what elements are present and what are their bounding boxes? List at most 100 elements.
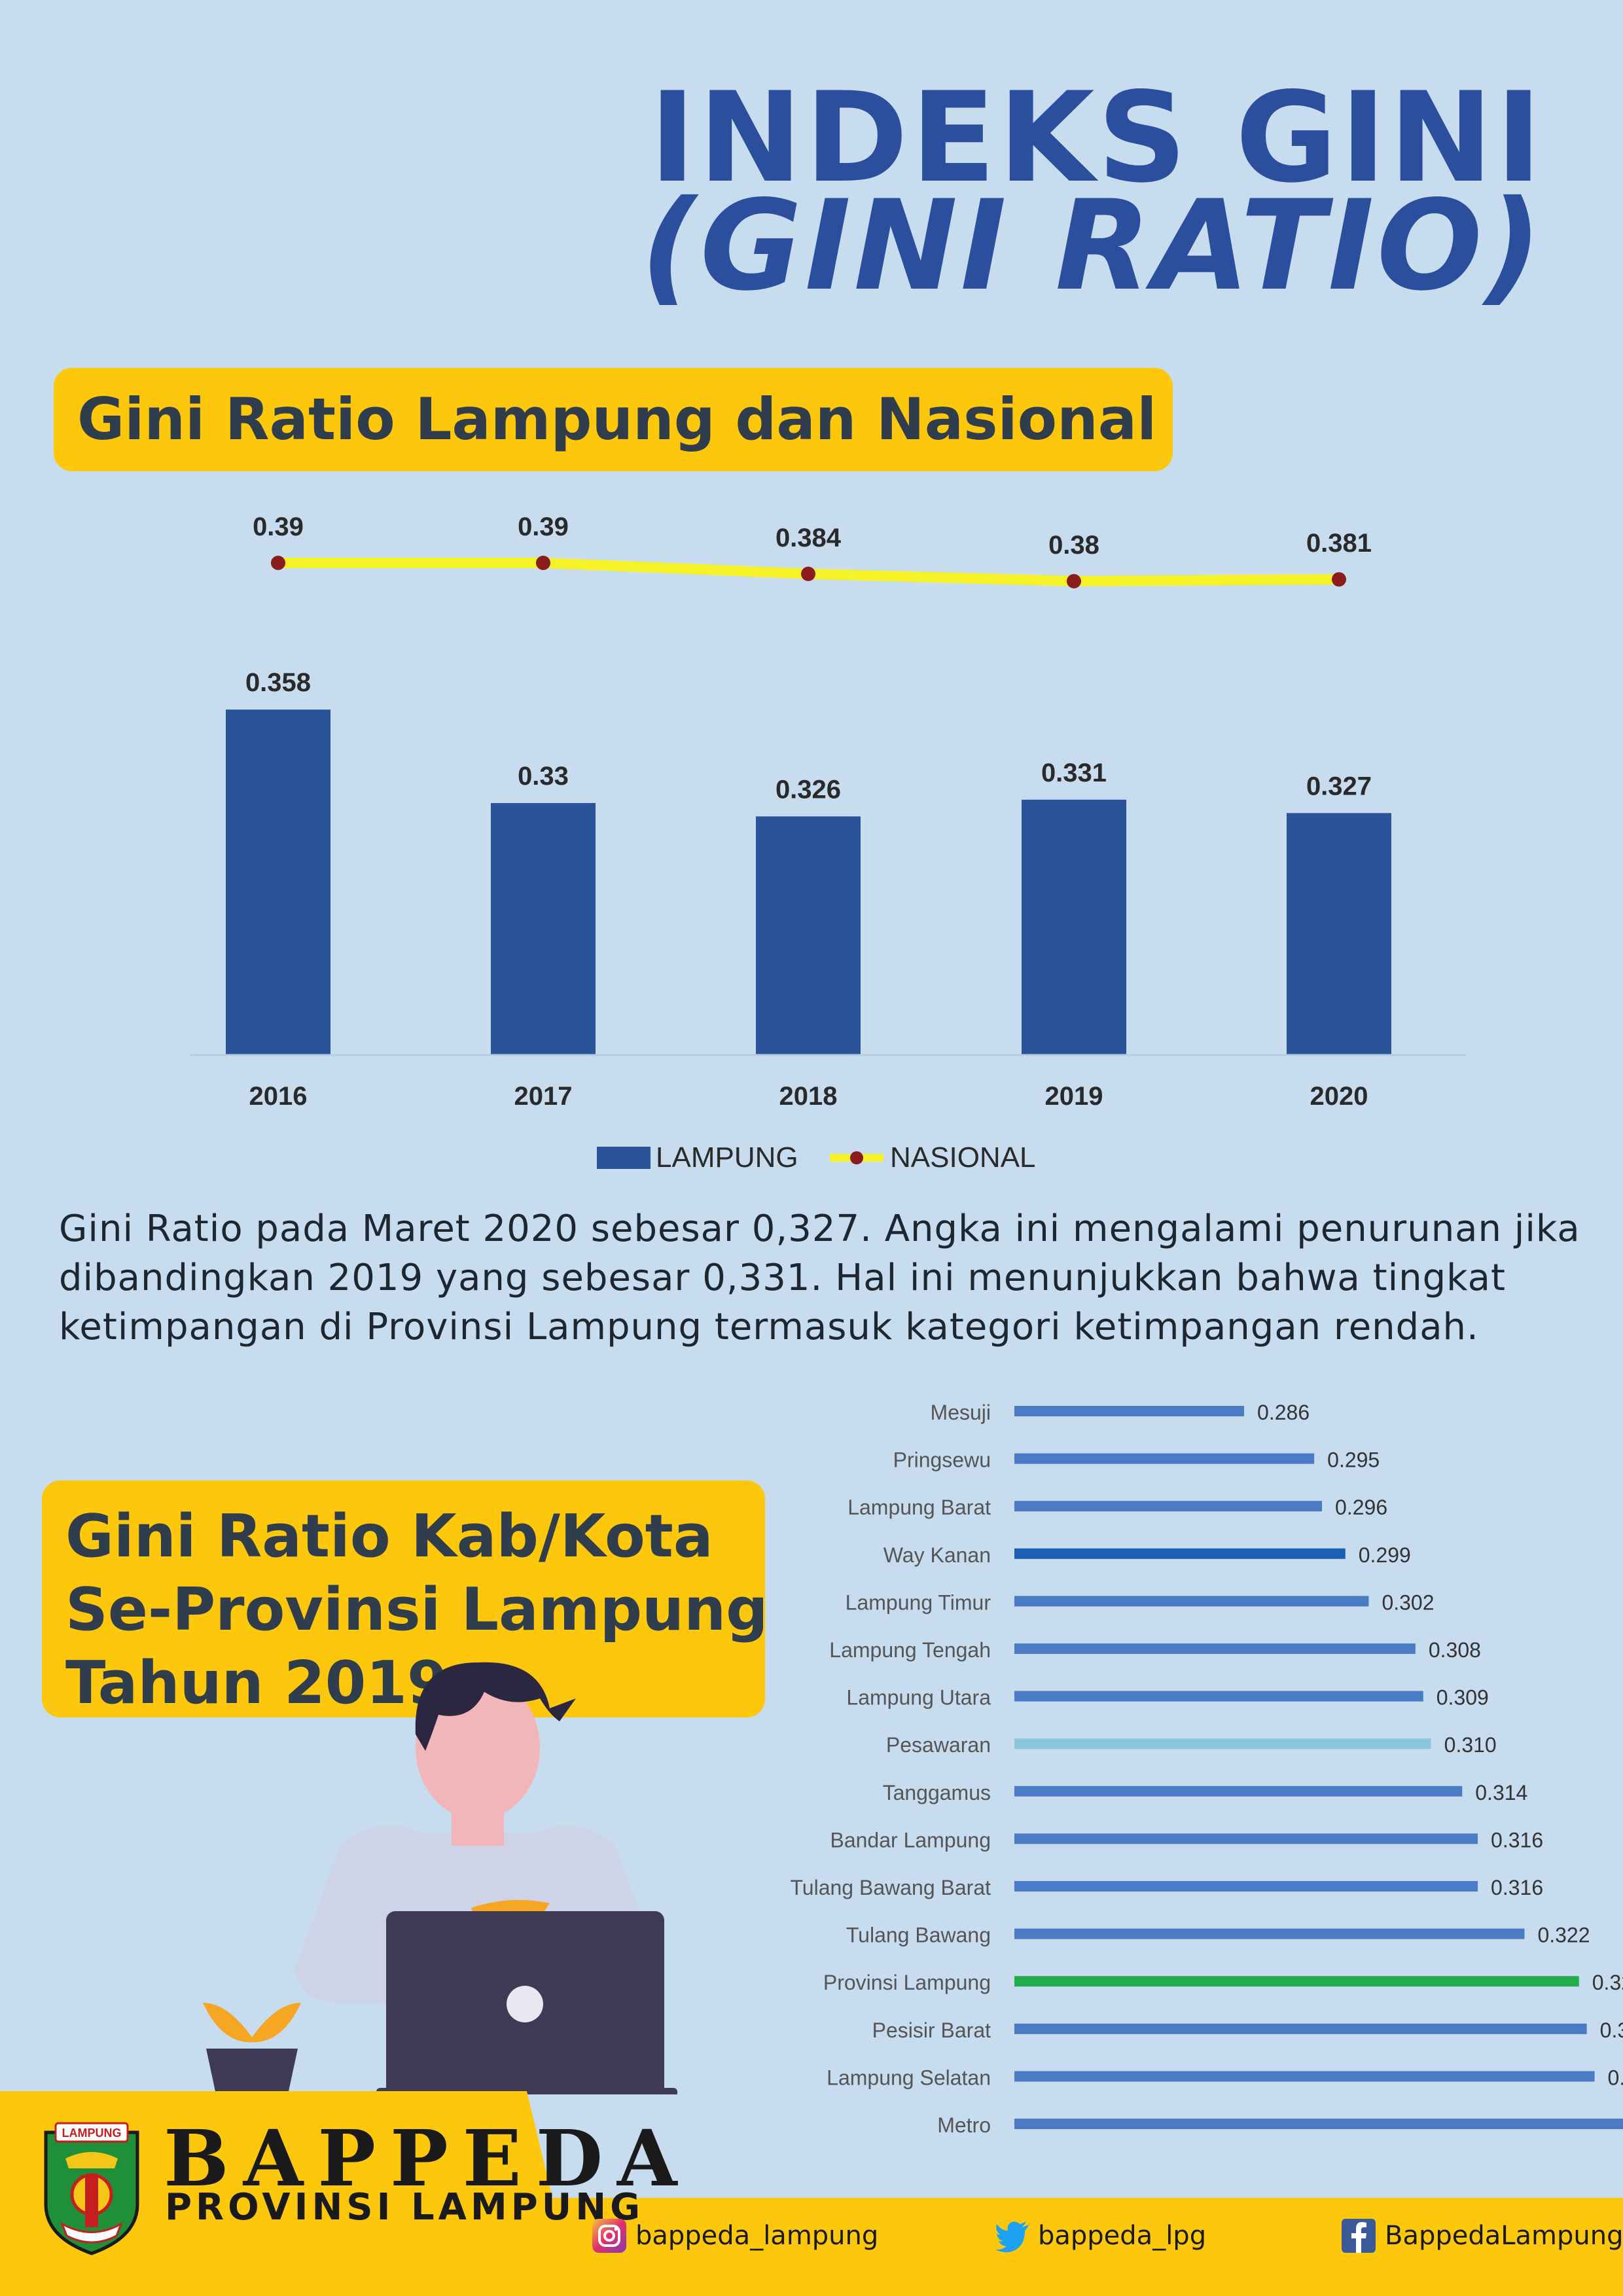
bar-kabkota-5 [1014,1643,1416,1654]
point-nasional-2020 [1332,572,1346,587]
data-label-lampung-2018: 0.326 [776,775,841,804]
value-label-kabkota-11: 0.322 [1537,1924,1590,1947]
laptop-logo [507,1986,543,2022]
category-label-6: Lampung Utara [846,1686,991,1710]
section-title-kabkota: Gini Ratio Kab/Kota Se-Provinsi Lampung … [42,1480,768,1717]
value-label-kabkota-2: 0.296 [1335,1496,1387,1519]
category-label-13: Pesisir Barat [872,2018,991,2042]
bar-kabkota-2 [1014,1501,1323,1512]
category-label-9: Bandar Lampung [830,1828,991,1852]
category-label-5: Lampung Tengah [829,1638,991,1662]
description-paragraph: Gini Ratio pada Maret 2020 sebesar 0,327… [59,1208,1580,1348]
section-title-kabkota-line1: Gini Ratio Kab/Kota [65,1502,713,1571]
data-label-nasional-2019: 0.38 [1048,531,1099,560]
data-label-lampung-2016: 0.358 [245,668,311,697]
page-title-line1: INDEKS GINI [649,65,1544,210]
value-label-kabkota-1: 0.295 [1327,1448,1380,1472]
emblem-pillar [85,2175,98,2227]
bar-kabkota-15 [1014,2119,1623,2129]
data-label-nasional-2016: 0.39 [253,512,304,541]
value-label-kabkota-6: 0.309 [1436,1686,1489,1710]
data-label-nasional-2018: 0.384 [776,524,842,552]
bar-kabkota-4 [1014,1596,1369,1607]
twitter-icon [995,2219,1029,2253]
category-label-1: Pringsewu [893,1448,991,1472]
brand-subtitle: PROVINSI LAMPUNG [165,2186,645,2229]
emblem-ribbon [60,2221,123,2244]
twitter-handle: bappeda_lpg [1038,2221,1207,2251]
instagram-link[interactable]: bappeda_lampung [592,2219,878,2253]
category-label-10: Tulang Bawang Barat [790,1876,991,1899]
value-label-kabkota-4: 0.302 [1382,1590,1434,1614]
x-tick-2019: 2019 [1045,1082,1103,1111]
value-label-kabkota-10: 0.316 [1491,1876,1543,1899]
category-label-4: Lampung Timur [846,1590,991,1614]
category-label-7: Pesawaran [886,1733,991,1757]
legend-swatch-lampung [597,1147,651,1169]
bar-kabkota-6 [1014,1691,1423,1702]
bar-lampung-2017 [491,802,596,1055]
bar-lampung-2020 [1287,813,1391,1055]
point-nasional-2017 [536,556,550,570]
bar-lampung-2018 [756,816,861,1055]
point-nasional-2018 [801,566,815,581]
category-label-12: Provinsi Lampung [823,1971,991,1994]
point-nasional-2019 [1067,574,1081,588]
bar-kabkota-3 [1014,1548,1346,1559]
category-label-15: Metro [937,2113,991,2137]
point-nasional-2016 [271,556,285,570]
legend-label-nasional: NASIONAL [890,1141,1036,1174]
bar-kabkota-9 [1014,1833,1478,1844]
value-label-kabkota-7: 0.310 [1444,1733,1497,1757]
facebook-link[interactable]: BappedaLampung [1342,2219,1623,2253]
bar-kabkota-12 [1014,1976,1579,1987]
category-label-8: Tanggamus [883,1781,991,1804]
value-label-kabkota-3: 0.299 [1359,1543,1411,1567]
legend-label-lampung: LAMPUNG [656,1141,798,1174]
section-title-lampung-nasional: Gini Ratio Lampung dan Nasional [54,368,1173,471]
twitter-link[interactable]: bappeda_lpg [995,2219,1206,2253]
person-laptop-illustration [203,1662,677,2094]
facebook-handle: BappedaLampung [1385,2221,1623,2251]
section-title-kabkota-line3: Tahun 2019 [65,1649,448,1717]
bar-kabkota-13 [1014,2023,1587,2034]
data-label-lampung-2019: 0.331 [1041,759,1107,787]
category-label-2: Lampung Barat [847,1496,991,1519]
bar-kabkota-11 [1014,1928,1525,1939]
category-label-3: Way Kanan [883,1543,991,1567]
brand-name: BAPPEDA [164,2113,692,2204]
data-label-lampung-2017: 0.33 [518,762,569,791]
emblem-badge-text: LAMPUNG [62,2126,122,2140]
bar-lampung-2016 [226,709,330,1055]
data-label-nasional-2020: 0.381 [1306,529,1372,558]
legend-swatch-nasional-marker [850,1151,863,1164]
category-label-0: Mesuji [931,1401,991,1424]
instagram-icon [592,2219,626,2253]
value-label-kabkota-0: 0.286 [1257,1401,1310,1424]
value-label-kabkota-9: 0.316 [1491,1828,1543,1852]
facebook-icon [1342,2219,1376,2253]
kabkota-gini-chart: Mesuji 0.286 Pringsewu 0.295 Lampung Barat 0.… [790,1401,1623,2137]
x-tick-2020: 2020 [1310,1082,1368,1111]
plant-leaf-right [249,2003,301,2043]
chart-legend: LAMPUNG NASIONAL [597,1141,1036,1174]
bar-kabkota-0 [1014,1406,1245,1416]
bar-kabkota-10 [1014,1881,1478,1892]
data-label-lampung-2020: 0.327 [1306,772,1372,800]
value-label-kabkota-8: 0.314 [1475,1781,1527,1804]
plant-leaf-left [203,2003,255,2043]
emblem-roof [65,2152,118,2168]
section-title-kabkota-line2: Se-Provinsi Lampung [65,1575,768,1644]
x-tick-2018: 2018 [779,1082,838,1111]
category-label-11: Tulang Bawang [846,1924,991,1947]
plant-pot [206,2049,298,2094]
lampung-emblem-logo: LAMPUNG [44,2122,139,2255]
value-label-kabkota-13: 0.330 [1600,2018,1623,2042]
x-tick-2017: 2017 [514,1082,573,1111]
data-label-nasional-2017: 0.39 [518,512,569,541]
bar-lampung-2019 [1022,799,1126,1055]
emblem-badge [54,2122,129,2143]
value-label-kabkota-5: 0.308 [1429,1638,1481,1662]
person-hair [415,1662,576,1751]
bar-kabkota-1 [1014,1453,1315,1464]
